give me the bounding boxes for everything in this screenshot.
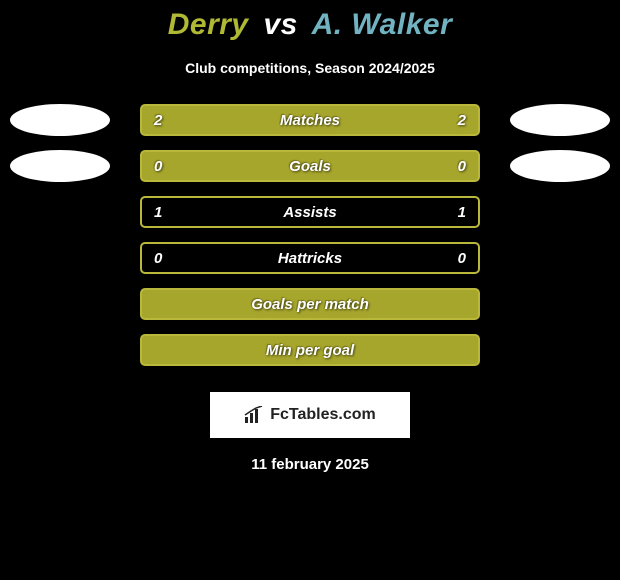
stat-row: 0 Hattricks 0: [0, 242, 620, 274]
avatar-right: [510, 150, 610, 182]
stat-value-left: 0: [154, 158, 162, 175]
avatar-right: [510, 104, 610, 136]
stats-card: Derry vs A. Walker Club competitions, Se…: [0, 0, 620, 473]
avatar-left: [10, 104, 110, 136]
stat-rows: 2 Matches 2 0 Goals 0 1 Assists 1 0 Hattricks 0 Goal…: [0, 104, 620, 366]
stat-label: Goals: [289, 158, 331, 175]
stat-bar: Goals per match: [140, 288, 480, 320]
stat-label: Hattricks: [278, 250, 342, 267]
logo-text: FcTables.com: [270, 406, 376, 424]
title-right-player: A. Walker: [312, 8, 453, 41]
stat-label: Assists: [283, 204, 336, 221]
avatar-left: [10, 150, 110, 182]
title-vs: vs: [263, 8, 297, 41]
stat-value-left: 0: [154, 250, 162, 267]
stat-value-left: 1: [154, 204, 162, 221]
stat-row: 1 Assists 1: [0, 196, 620, 228]
stat-value-right: 0: [458, 158, 466, 175]
stat-row: 0 Goals 0: [0, 150, 620, 182]
date-label: 11 february 2025: [251, 456, 369, 473]
stat-value-right: 1: [458, 204, 466, 221]
page-title: Derry vs A. Walker: [168, 8, 453, 42]
stat-label: Goals per match: [251, 296, 369, 313]
stat-label: Matches: [280, 112, 340, 129]
stat-bar: 1 Assists 1: [140, 196, 480, 228]
stat-row: 2 Matches 2: [0, 104, 620, 136]
stat-row: Min per goal: [0, 334, 620, 366]
stat-row: Goals per match: [0, 288, 620, 320]
stat-label: Min per goal: [266, 342, 354, 359]
title-left-player: Derry: [168, 8, 249, 41]
stat-bar: Min per goal: [140, 334, 480, 366]
stat-value-right: 2: [458, 112, 466, 129]
subtitle: Club competitions, Season 2024/2025: [185, 60, 435, 76]
stat-bar: 0 Goals 0: [140, 150, 480, 182]
stat-bar: 2 Matches 2: [140, 104, 480, 136]
chart-icon: [244, 406, 264, 424]
stat-bar: 0 Hattricks 0: [140, 242, 480, 274]
stat-value-left: 2: [154, 112, 162, 129]
logo-box[interactable]: FcTables.com: [210, 392, 410, 438]
stat-value-right: 0: [458, 250, 466, 267]
